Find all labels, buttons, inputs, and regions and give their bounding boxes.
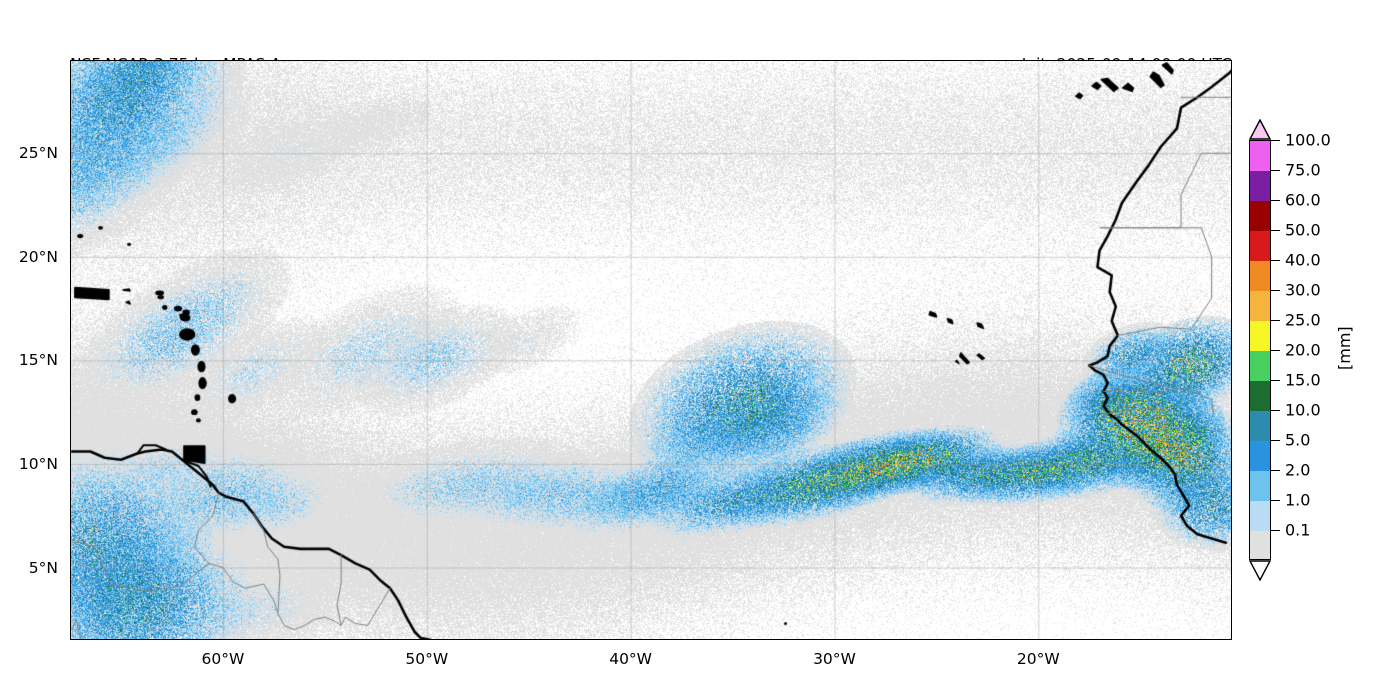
colorbar-segment <box>1250 261 1270 291</box>
lon-tick-label: 40°W <box>609 650 653 668</box>
colorbar-tick <box>1271 140 1280 141</box>
lat-tick-label: 25°N <box>18 144 58 163</box>
lat-tick-label: 5°N <box>28 558 58 577</box>
map-plot-area <box>70 60 1232 640</box>
colorbar-tick <box>1271 500 1280 501</box>
colorbar-segment <box>1250 321 1270 351</box>
colorbar-tick <box>1271 530 1280 531</box>
colorbar-tick-label: 60.0 <box>1285 190 1321 210</box>
colorbar-tick <box>1271 440 1280 441</box>
colorbar-segment <box>1250 141 1270 171</box>
colorbar-segment <box>1250 171 1270 201</box>
colorbar-tick <box>1271 260 1280 261</box>
colorbar-tick <box>1271 200 1280 201</box>
colorbar-segment <box>1250 531 1270 559</box>
colorbar-segment <box>1250 441 1270 471</box>
colorbar-tick <box>1271 380 1280 381</box>
colorbar-units-label: [mm] <box>1335 326 1354 370</box>
colorbar-over-arrow <box>1249 119 1271 140</box>
colorbar-gradient <box>1249 140 1271 560</box>
colorbar-tick-label: 50.0 <box>1285 220 1321 240</box>
precipitation-map <box>70 60 1232 640</box>
colorbar-tick-label: 5.0 <box>1285 430 1311 450</box>
colorbar-segment <box>1250 471 1270 501</box>
colorbar-tick-label: 75.0 <box>1285 160 1321 180</box>
lon-tick-label: 60°W <box>201 650 245 668</box>
colorbar-tick-label: 100.0 <box>1285 130 1331 150</box>
colorbar <box>1249 119 1271 581</box>
colorbar-tick <box>1271 230 1280 231</box>
colorbar-segment <box>1250 231 1270 261</box>
colorbar-tick-label: 20.0 <box>1285 340 1321 360</box>
colorbar-segment <box>1250 201 1270 231</box>
lon-tick-label: 20°W <box>1016 650 1060 668</box>
colorbar-tick-label: 1.0 <box>1285 490 1311 510</box>
latitude-axis: 5°N 10°N 15°N 20°N 25°N <box>0 0 64 687</box>
lat-tick-label: 20°N <box>18 247 58 266</box>
colorbar-tick-label: 10.0 <box>1285 400 1321 420</box>
colorbar-tick-label: 30.0 <box>1285 280 1321 300</box>
lat-tick-label: 10°N <box>18 454 58 473</box>
colorbar-tick-label: 0.1 <box>1285 520 1311 540</box>
colorbar-tick <box>1271 350 1280 351</box>
colorbar-tick <box>1271 410 1280 411</box>
colorbar-under-arrow <box>1249 560 1271 581</box>
colorbar-segment <box>1250 351 1270 381</box>
lon-tick-label: 50°W <box>405 650 449 668</box>
colorbar-segment <box>1250 381 1270 411</box>
colorbar-tick-label: 2.0 <box>1285 460 1311 480</box>
colorbar-tick <box>1271 320 1280 321</box>
colorbar-tick <box>1271 290 1280 291</box>
colorbar-tick <box>1271 470 1280 471</box>
colorbar-tick <box>1271 170 1280 171</box>
colorbar-tick-label: 40.0 <box>1285 250 1321 270</box>
colorbar-segment <box>1250 501 1270 531</box>
colorbar-tick-label: 25.0 <box>1285 310 1321 330</box>
colorbar-segment <box>1250 411 1270 441</box>
lon-tick-label: 30°W <box>813 650 856 668</box>
colorbar-tick-label: 15.0 <box>1285 370 1321 390</box>
colorbar-segment <box>1250 291 1270 321</box>
lat-tick-label: 15°N <box>18 351 58 370</box>
